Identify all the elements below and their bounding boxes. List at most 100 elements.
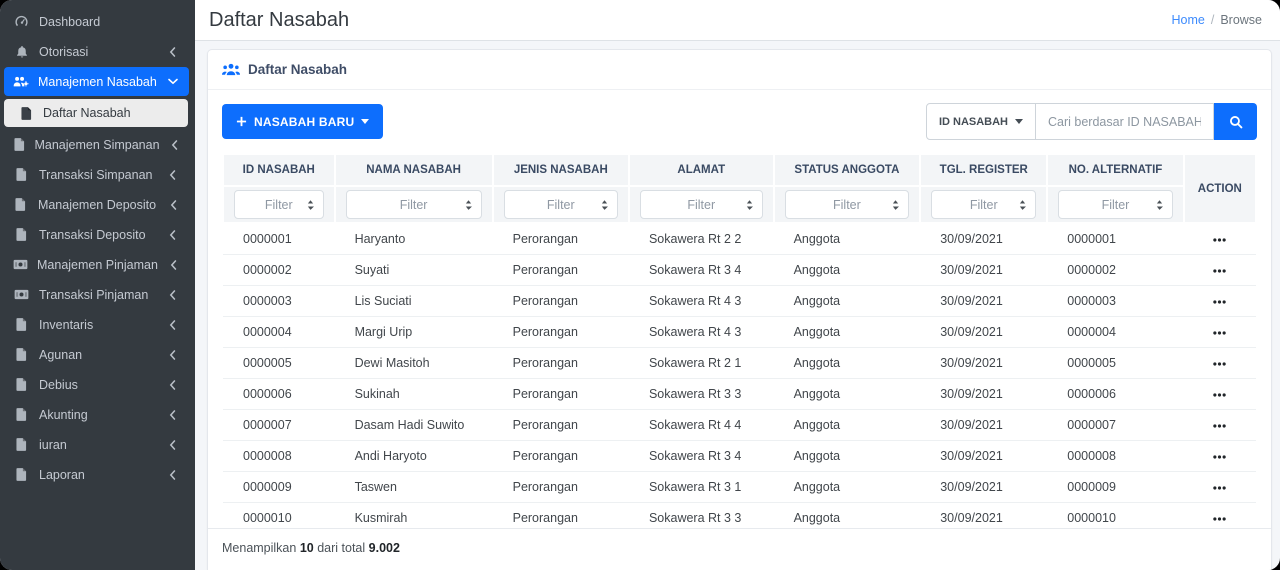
sort-icon	[1156, 199, 1163, 210]
table-wrap: ID NASABAH NAMA NASABAH JENIS NASABAH ALAMA…	[222, 153, 1258, 534]
search-button[interactable]	[1214, 103, 1257, 140]
cell-action	[1183, 471, 1256, 503]
cell-no-alternatif: 0000001	[1047, 223, 1184, 255]
sidebar-item-manajemen-simpanan[interactable]: Manajemen Simpanan	[4, 130, 189, 159]
sidebar-item-label: Debius	[39, 377, 78, 392]
nasabah-table: ID NASABAH NAMA NASABAH JENIS NASABAH ALAMA…	[222, 153, 1258, 534]
cell-alamat: Sokawera Rt 4 3	[628, 285, 774, 317]
ellipsis-icon	[1213, 424, 1227, 428]
column-header-jenis-nasabah: JENIS NASABAH	[491, 153, 630, 187]
chevron-left-icon	[164, 46, 181, 57]
row-actions-button[interactable]	[1205, 327, 1234, 339]
filter-select-tgl-register[interactable]: Filter	[931, 190, 1037, 219]
sidebar-item-otorisasi[interactable]: Otorisasi	[4, 37, 189, 66]
file-icon	[13, 468, 30, 481]
filter-select-id-nasabah[interactable]: Filter	[234, 190, 324, 219]
breadcrumb-separator: /	[1210, 13, 1215, 27]
row-actions-button[interactable]	[1205, 389, 1234, 401]
sidebar-subitem-daftar-nasabah[interactable]: Daftar Nasabah	[4, 99, 188, 127]
nasabah-baru-button[interactable]: NASABAH BARU	[222, 104, 384, 139]
sidebar-item-transaksi-simpanan[interactable]: Transaksi Simpanan	[4, 160, 189, 189]
row-actions-button[interactable]	[1205, 451, 1234, 463]
sidebar-subitem-label: Daftar Nasabah	[43, 106, 131, 120]
filter-select-no-alternatif[interactable]: Filter	[1058, 190, 1173, 219]
cell-status-anggota: Anggota	[773, 285, 921, 317]
sidebar-item-transaksi-pinjaman[interactable]: Transaksi Pinjaman	[4, 280, 189, 309]
filter-label: Filter	[546, 197, 575, 212]
sidebar-item-agunan[interactable]: Agunan	[4, 340, 189, 369]
sidebar-item-label: iuran	[39, 437, 67, 452]
filter-select-jenis-nasabah[interactable]: Filter	[503, 190, 618, 219]
sort-icon	[601, 199, 608, 210]
sidebar-item-iuran[interactable]: iuran	[4, 430, 189, 459]
table-row: 0000003 Lis Suciati Perorangan Sokawera Rt …	[223, 285, 1256, 317]
cell-tgl-register: 30/09/2021	[920, 316, 1048, 348]
cell-alamat: Sokawera Rt 3 3	[628, 378, 774, 410]
filter-select-nama-nasabah[interactable]: Filter	[345, 190, 482, 219]
cell-alamat: Sokawera Rt 2 2	[628, 223, 774, 255]
filter-label: Filter	[1101, 197, 1130, 212]
filter-select-status-anggota[interactable]: Filter	[784, 190, 910, 219]
sidebar-item-akunting[interactable]: Akunting	[4, 400, 189, 429]
cell-no-alternatif: 0000002	[1047, 254, 1184, 286]
summary-prefix: Menampilkan	[222, 541, 297, 555]
sidebar-item-laporan[interactable]: Laporan	[4, 460, 189, 489]
table-row: 0000002 Suyati Perorangan Sokawera Rt 3 4 An…	[223, 254, 1256, 286]
sidebar-item-label: Agunan	[39, 347, 83, 362]
cell-alamat: Sokawera Rt 3 4	[628, 440, 774, 472]
card-body: NASABAH BARU ID NASABAH	[208, 90, 1271, 534]
cell-jenis-nasabah: Perorangan	[492, 440, 629, 472]
row-actions-button[interactable]	[1205, 358, 1234, 370]
file-icon	[13, 438, 30, 451]
filter-label: Filter	[687, 197, 716, 212]
cell-no-alternatif: 0000006	[1047, 378, 1184, 410]
cell-nama-nasabah: Dewi Masitoh	[334, 347, 493, 379]
cell-no-alternatif: 0000003	[1047, 285, 1184, 317]
breadcrumb: Home / Browse	[1171, 13, 1262, 27]
cell-action	[1183, 316, 1256, 348]
sidebar-item-dashboard[interactable]: Dashboard	[4, 7, 189, 36]
summary-middle: dari total	[317, 541, 366, 555]
breadcrumb-home-link[interactable]: Home	[1171, 13, 1205, 27]
main-area: Daftar Nasabah Home / Browse Daftar Nasaba…	[195, 0, 1280, 570]
filter-label: Filter	[969, 197, 998, 212]
caret-down-icon	[361, 119, 370, 124]
filter-label: Filter	[399, 197, 428, 212]
cell-jenis-nasabah: Perorangan	[492, 378, 629, 410]
plus-icon	[236, 116, 247, 127]
chevron-left-icon	[167, 259, 181, 270]
sidebar-item-manajemen-nasabah[interactable]: Manajemen Nasabah	[4, 67, 189, 96]
cell-id-nasabah: 0000005	[223, 347, 335, 379]
card-header: Daftar Nasabah	[208, 50, 1271, 90]
cell-id-nasabah: 0000003	[223, 285, 335, 317]
cell-tgl-register: 30/09/2021	[920, 285, 1048, 317]
cell-tgl-register: 30/09/2021	[920, 347, 1048, 379]
row-actions-button[interactable]	[1205, 296, 1234, 308]
search-field-label: ID NASABAH	[938, 115, 1008, 128]
row-actions-button[interactable]	[1205, 265, 1234, 277]
sidebar-item-inventaris[interactable]: Inventaris	[4, 310, 189, 339]
sidebar-item-transaksi-deposito[interactable]: Transaksi Deposito	[4, 220, 189, 249]
sidebar-item-manajemen-deposito[interactable]: Manajemen Deposito	[4, 190, 189, 219]
cell-alamat: Sokawera Rt 2 1	[628, 347, 774, 379]
search-field-dropdown[interactable]: ID NASABAH	[925, 103, 1036, 140]
card-title: Daftar Nasabah	[248, 62, 348, 77]
money-icon	[13, 259, 28, 270]
chevron-left-icon	[164, 289, 181, 300]
search-input[interactable]	[1036, 103, 1214, 140]
row-actions-button[interactable]	[1205, 513, 1234, 525]
cell-id-nasabah: 0000008	[223, 440, 335, 472]
table-row: 0000008 Andi Haryoto Perorangan Sokawera Rt…	[223, 440, 1256, 472]
sidebar-item-manajemen-pinjaman[interactable]: Manajemen Pinjaman	[4, 250, 189, 279]
ellipsis-icon	[1213, 517, 1227, 521]
row-actions-button[interactable]	[1205, 482, 1234, 494]
ellipsis-icon	[1213, 455, 1227, 459]
cell-tgl-register: 30/09/2021	[920, 223, 1048, 255]
row-actions-button[interactable]	[1205, 234, 1234, 246]
ellipsis-icon	[1213, 269, 1227, 273]
row-actions-button[interactable]	[1205, 420, 1234, 432]
sidebar-item-debius[interactable]: Debius	[4, 370, 189, 399]
filter-select-alamat[interactable]: Filter	[639, 190, 763, 219]
